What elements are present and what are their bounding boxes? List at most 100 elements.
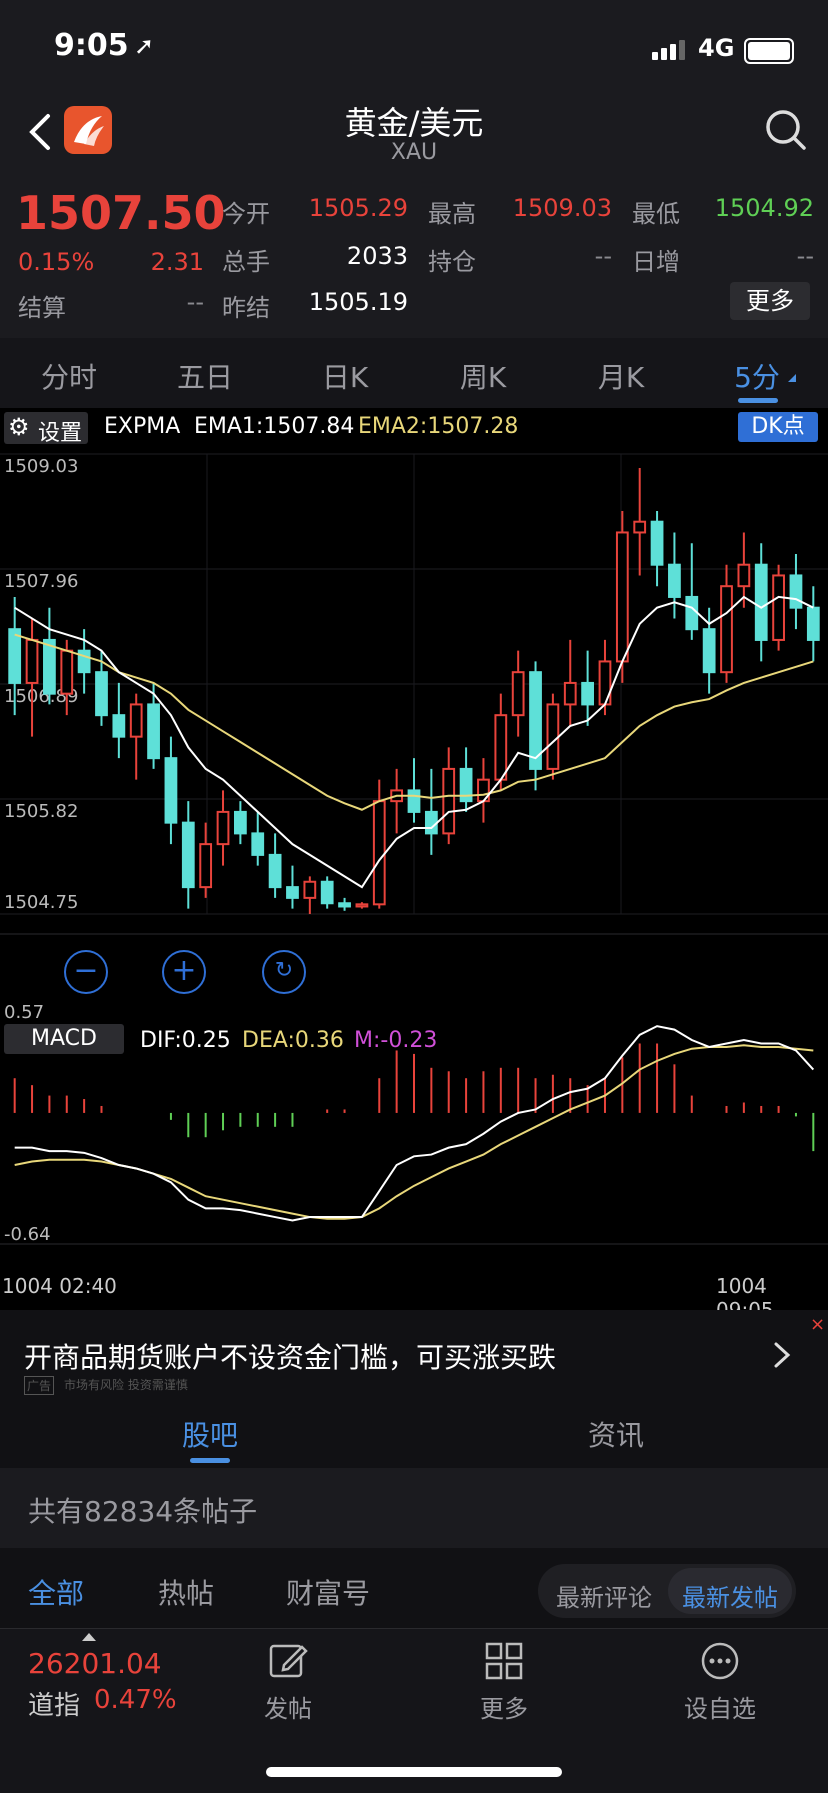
low-label: 最低	[632, 200, 680, 228]
post-count: 共有82834条帖子	[28, 1495, 258, 1528]
high-label: 最高	[428, 200, 476, 228]
ad-text[interactable]: 开商品期货账户不设资金门槛，可买涨买跌	[24, 1341, 557, 1374]
filter-fortune[interactable]: 财富号	[286, 1577, 371, 1610]
nav-more[interactable]: 更多	[444, 1639, 564, 1724]
volume-value: 2033	[346, 242, 408, 270]
edit-icon	[269, 1644, 308, 1678]
status-time: 9:05	[54, 28, 129, 63]
candle-body	[668, 563, 681, 598]
candle-body	[199, 843, 213, 889]
candle-body	[633, 520, 647, 534]
sort-active-bg	[668, 1568, 792, 1614]
macd-m-value: M:-0.23	[354, 1028, 438, 1053]
filter-hot[interactable]: 热帖	[158, 1577, 215, 1610]
candle-body	[685, 595, 699, 631]
candle-body	[511, 671, 525, 717]
search-icon[interactable]	[764, 108, 808, 152]
candle-body	[650, 520, 664, 566]
candle-body	[112, 714, 126, 738]
price-tick-label: 1509.03	[4, 456, 78, 477]
sort-latest-comment[interactable]: 最新评论	[556, 1584, 652, 1612]
nav-more-label: 更多	[480, 1695, 528, 1723]
tab-news[interactable]: 资讯	[587, 1419, 644, 1452]
candle-body	[563, 681, 577, 706]
price-tick-label: 1505.82	[4, 801, 78, 822]
period-tabs: 分时 五日 日K 周K 月K 5分	[0, 338, 828, 409]
close-ad-icon[interactable]: ×	[810, 1314, 826, 1335]
last-price: 1507.50	[16, 186, 226, 240]
sort-toggle: 最新评论 最新发帖	[538, 1564, 796, 1618]
tab-5min[interactable]: 5分	[734, 361, 780, 394]
zoom-out-icon[interactable]: −	[64, 950, 108, 994]
high-value: 1509.03	[512, 194, 612, 222]
price-tick-label: 1506.89	[4, 686, 78, 707]
home-indicator	[266, 1767, 562, 1777]
chevron-right-icon[interactable]	[772, 1340, 792, 1374]
page-title: 黄金/美元	[344, 104, 484, 142]
candle-body	[60, 649, 74, 695]
chart-area[interactable]: ⚙ 设置 EXPMA EMA1:1507.84 EMA2:1507.28 DK点…	[0, 408, 828, 1322]
dk-point-button[interactable]: DK点	[738, 412, 818, 442]
ema1-line	[14, 595, 814, 889]
filter-all[interactable]: 全部	[28, 1577, 85, 1610]
price-chart[interactable]: 1509.03 1507.96 1506.89 1505.82 1504.75 0.57 -…	[0, 444, 828, 1304]
macd-button[interactable]: MACD	[4, 1024, 124, 1054]
tab-five-day[interactable]: 五日	[176, 361, 233, 394]
candle-body	[320, 880, 334, 905]
index-name[interactable]: 道指	[28, 1691, 81, 1721]
candle-body	[581, 681, 594, 706]
prev-settle-label: 昨结	[222, 294, 270, 322]
low-value: 1504.92	[714, 194, 814, 222]
tab-weekly-k[interactable]: 周K	[459, 361, 507, 394]
content-tabs: 股吧 资讯	[0, 1400, 828, 1469]
nav-post[interactable]: 发帖	[228, 1639, 348, 1724]
dropdown-triangle-icon[interactable]	[788, 374, 796, 382]
position-label: 持仓	[428, 248, 476, 276]
index-value[interactable]: 26201.04	[28, 1647, 162, 1680]
more-button[interactable]: 更多	[730, 282, 810, 320]
price-tick-label: 1504.75	[4, 892, 78, 913]
candle-body	[806, 606, 820, 641]
candle-body	[355, 903, 369, 908]
position-value: --	[594, 242, 612, 270]
ad-banner[interactable]: × 开商品期货账户不设资金门槛，可买涨买跌 广告 市场有风险 投资需谨慎	[0, 1310, 828, 1400]
tab-daily-k[interactable]: 日K	[321, 361, 369, 394]
network-label: 4G	[698, 34, 735, 62]
candle-body	[772, 574, 785, 641]
ema1-value: EMA1:1507.84	[194, 414, 355, 439]
volume-label: 总手	[222, 248, 270, 276]
refresh-icon[interactable]: ↻	[262, 950, 306, 994]
more-dots-icon	[701, 1642, 739, 1680]
nav-watchlist[interactable]: 设自选	[660, 1639, 780, 1724]
zoom-in-icon[interactable]: +	[162, 950, 206, 994]
tab-guba[interactable]: 股吧	[181, 1419, 238, 1452]
nav-post-label: 发帖	[264, 1695, 312, 1723]
back-icon[interactable]	[22, 112, 62, 152]
active-tab-indicator	[738, 398, 778, 403]
ema2-line	[14, 633, 814, 811]
candle-body	[147, 703, 160, 760]
settle-label: 结算	[18, 294, 66, 322]
ad-tag: 广告	[24, 1376, 55, 1395]
nav-watchlist-label: 设自选	[684, 1695, 756, 1723]
candle-body	[181, 821, 195, 889]
daily-inc-value: --	[796, 242, 814, 270]
expand-up-icon[interactable]	[82, 1633, 96, 1641]
settings-button[interactable]: ⚙ 设置	[4, 412, 88, 446]
index-change[interactable]: 0.47%	[94, 1685, 177, 1715]
tab-intraday[interactable]: 分时	[40, 361, 97, 394]
candle-body	[372, 800, 386, 906]
candle-body	[424, 810, 438, 835]
candle-body	[8, 628, 22, 684]
sort-latest-post[interactable]: 最新发帖	[682, 1584, 778, 1612]
candle-body	[43, 638, 56, 695]
post-count-row: 共有82834条帖子	[0, 1468, 828, 1548]
candle-body	[286, 886, 299, 899]
change-value: 2.31	[150, 248, 204, 276]
status-bar: 9:05 ➚ 4G	[0, 0, 828, 98]
candle-body	[459, 767, 473, 803]
candle-body	[268, 853, 282, 889]
candle-body	[737, 563, 751, 588]
tab-monthly-k[interactable]: 月K	[597, 361, 645, 394]
ema2-value: EMA2:1507.28	[358, 414, 519, 439]
